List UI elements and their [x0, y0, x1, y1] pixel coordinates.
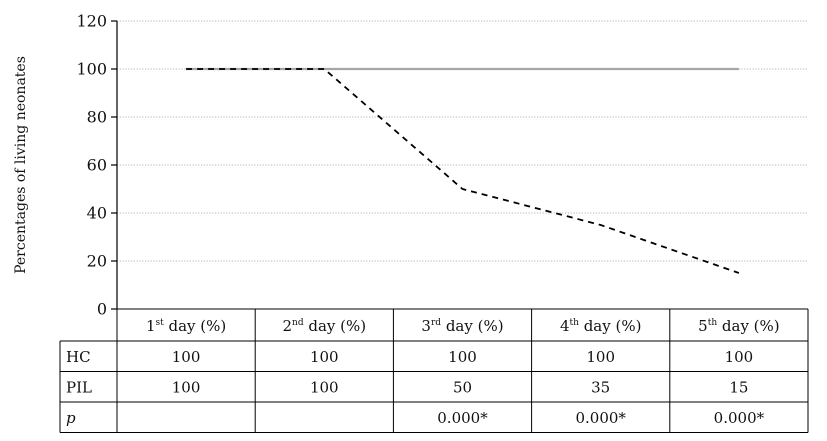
- y-tick-label-60: 60: [87, 156, 107, 175]
- table-cell: 50: [453, 379, 472, 397]
- table-row-label: PIL: [66, 379, 92, 397]
- table-cell: 15: [729, 379, 748, 397]
- table-cell: 100: [172, 379, 201, 397]
- table-cell: 100: [172, 348, 201, 366]
- x-category-label: 5th day (%): [698, 317, 779, 335]
- table-cell: 100: [310, 348, 339, 366]
- table-cell: 100: [448, 348, 477, 366]
- x-category-label: 4th day (%): [560, 317, 641, 335]
- table-cell: 35: [591, 379, 610, 397]
- table-cell: 0.000*: [575, 409, 626, 427]
- series-line-pil: [186, 68, 740, 274]
- y-tick-label-20: 20: [87, 252, 107, 271]
- table-cell: 100: [586, 348, 615, 366]
- table-row-label: p: [66, 409, 76, 427]
- table-cell: 0.000*: [437, 409, 488, 427]
- x-category-label: 2nd day (%): [282, 317, 366, 335]
- table-cell: 100: [725, 348, 754, 366]
- y-axis-label: Percentages of living neonates: [13, 56, 29, 274]
- y-tick-label-40: 40: [87, 204, 107, 223]
- y-tick-label-100: 100: [76, 60, 107, 79]
- table-row-label: HC: [66, 348, 91, 366]
- y-tick-label-80: 80: [87, 108, 107, 127]
- x-category-label: 3rd day (%): [421, 317, 503, 335]
- x-category-label: 1st day (%): [146, 317, 226, 335]
- table-cell: 0.000*: [714, 409, 765, 427]
- table-cell: 100: [310, 379, 339, 397]
- y-tick-label-120: 120: [76, 12, 107, 31]
- y-tick-label-0: 0: [97, 300, 107, 319]
